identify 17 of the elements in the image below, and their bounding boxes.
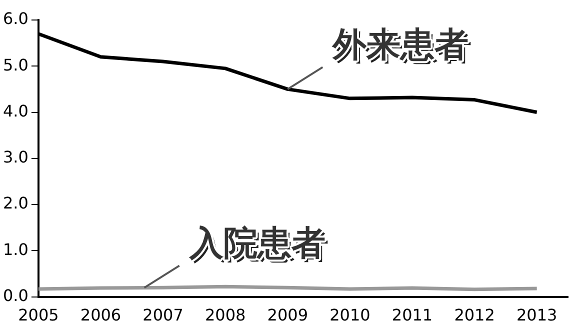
x-tick-label: 2006 — [80, 306, 122, 325]
x-tick-label: 2009 — [267, 306, 308, 325]
x-tick-label: 2013 — [516, 306, 558, 325]
y-tick-label: 5.0 — [2, 55, 28, 74]
y-tick-label: 6.0 — [2, 9, 28, 28]
y-tick-label: 3.0 — [2, 148, 28, 167]
series-label: 入院患者 — [191, 226, 328, 267]
y-tick-label: 1.0 — [2, 240, 28, 259]
x-tick-label: 2012 — [454, 306, 495, 325]
y-tick-label: 2.0 — [2, 194, 28, 213]
y-tick-label: 0.0 — [2, 286, 28, 305]
x-tick-label: 2007 — [142, 306, 184, 325]
x-tick-label: 2010 — [330, 306, 370, 325]
x-tick-label: 2005 — [18, 306, 59, 325]
x-tick-label: 2008 — [204, 306, 246, 325]
y-tick-label: 4.0 — [2, 101, 28, 120]
x-tick-label: 2011 — [392, 306, 433, 325]
